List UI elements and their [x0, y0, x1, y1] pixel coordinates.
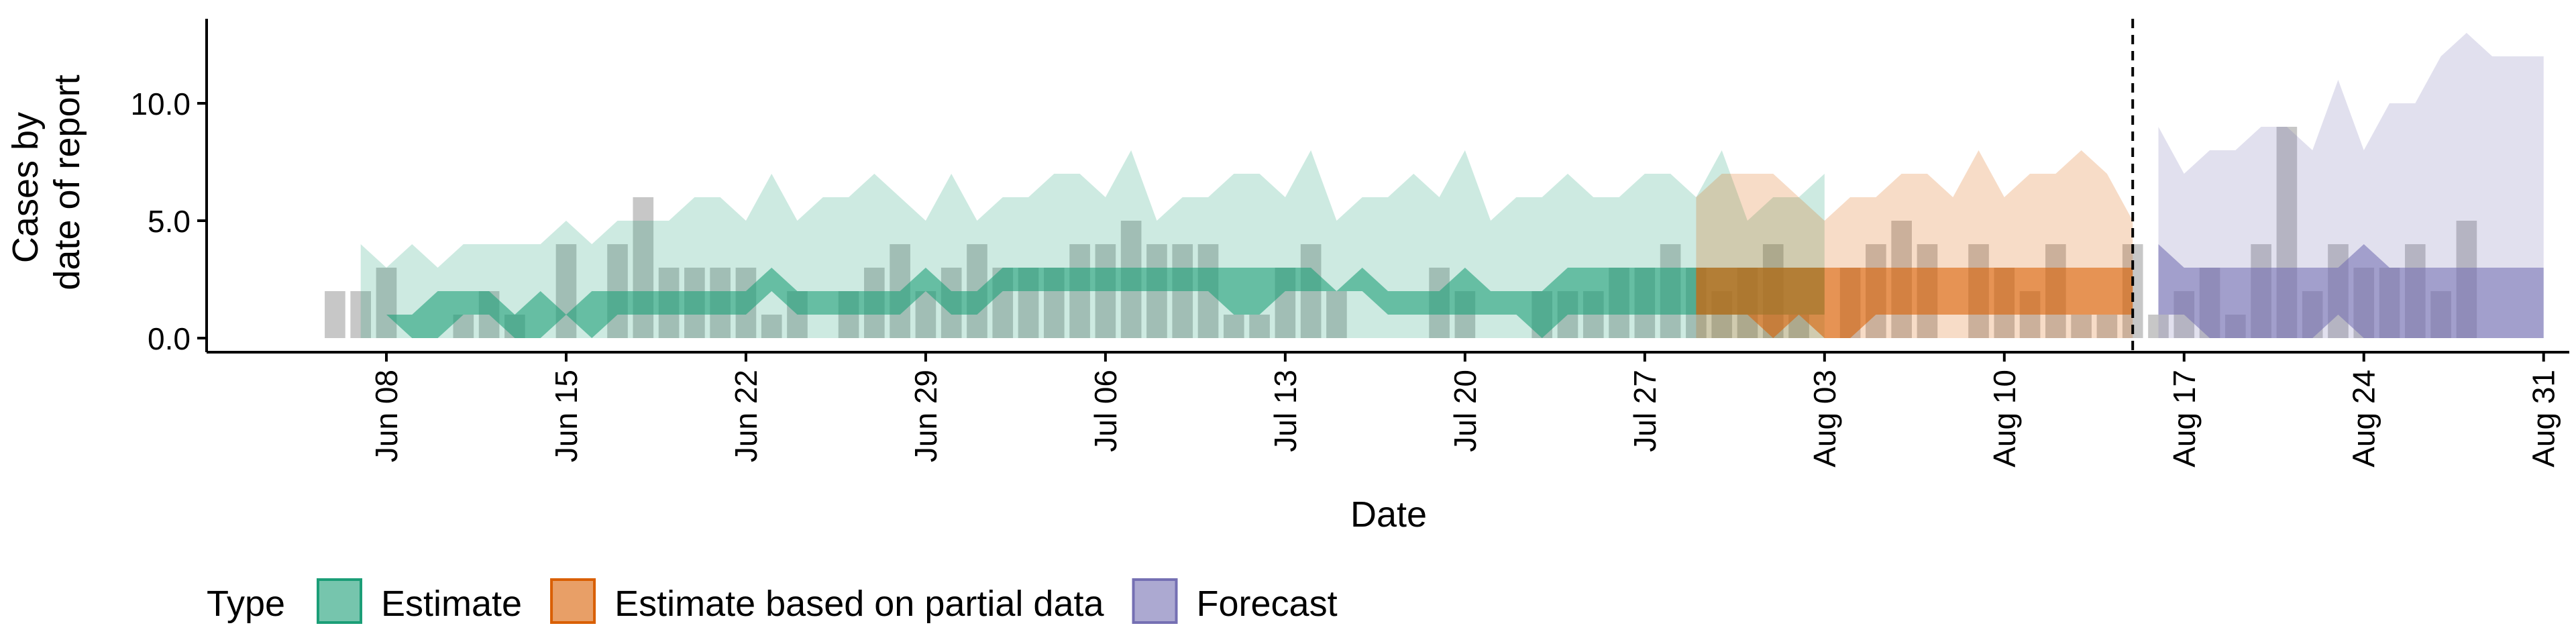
case-bar: [2148, 315, 2169, 338]
legend-swatch-2: [550, 578, 596, 624]
x-tick-label: Aug 24: [2347, 370, 2381, 468]
x-tick-label: Jul 27: [1627, 370, 1662, 452]
x-tick-label: Aug 31: [2526, 370, 2561, 468]
x-tick-label: Jul 20: [1448, 370, 1483, 452]
y-tick-label: 10.0: [130, 87, 191, 121]
legend: Type Estimate Estimate based on partial d…: [207, 578, 1338, 624]
x-tick-label: Jun 22: [729, 370, 763, 462]
x-tick-label: Jul 06: [1088, 370, 1123, 452]
y-tick-label: 5.0: [148, 204, 191, 239]
x-axis-ticks: Jun 08 Jun 15 Jun 22 Jun 29 Jul 06 Jul 13 Jul …: [369, 352, 2561, 468]
legend-swatch-3: [1132, 578, 1178, 624]
case-bar: [2096, 315, 2118, 338]
case-bar: [1223, 315, 1244, 338]
legend-label-3: Forecast: [1197, 584, 1338, 624]
legend-label-1: Estimate: [381, 584, 522, 624]
case-bar: [555, 244, 577, 338]
x-tick-label: Jul 13: [1268, 370, 1303, 452]
x-tick-label: Jun 15: [549, 370, 584, 462]
x-tick-label: Jun 08: [369, 370, 404, 462]
x-tick-label: Aug 10: [1987, 370, 2022, 468]
x-tick-label: Aug 17: [2167, 370, 2202, 468]
case-bar: [915, 291, 936, 338]
y-axis-title: Cases by date of report: [5, 74, 87, 290]
case-bar: [325, 291, 345, 338]
legend-title: Type: [207, 584, 285, 624]
y-axis-ticks: 0.0 5.0 10.0: [130, 87, 207, 356]
case-bar: [376, 268, 397, 338]
inner-band-3: [2158, 244, 2544, 338]
inner-band-2: [1696, 268, 2133, 338]
estimate-bands: [360, 33, 2544, 338]
x-axis-title: Date: [1350, 494, 1427, 535]
legend-swatch-1: [317, 578, 362, 624]
inner-band-1: [360, 268, 1825, 338]
case-bar: [2071, 315, 2092, 338]
y-axis-title-line-1: Cases by: [5, 112, 46, 263]
x-tick-label: Jun 29: [908, 370, 943, 462]
y-tick-label: 0.0: [148, 321, 191, 356]
case-bar: [761, 315, 782, 338]
y-axis-title-line-2: date of report: [47, 74, 87, 290]
x-tick-label: Aug 03: [1807, 370, 1842, 468]
legend-label-2: Estimate based on partial data: [614, 584, 1104, 624]
axes: [205, 19, 2569, 354]
outer-band-3: [2158, 33, 2544, 338]
case-bar: [1249, 315, 1270, 338]
case-bar: [1326, 291, 1347, 338]
